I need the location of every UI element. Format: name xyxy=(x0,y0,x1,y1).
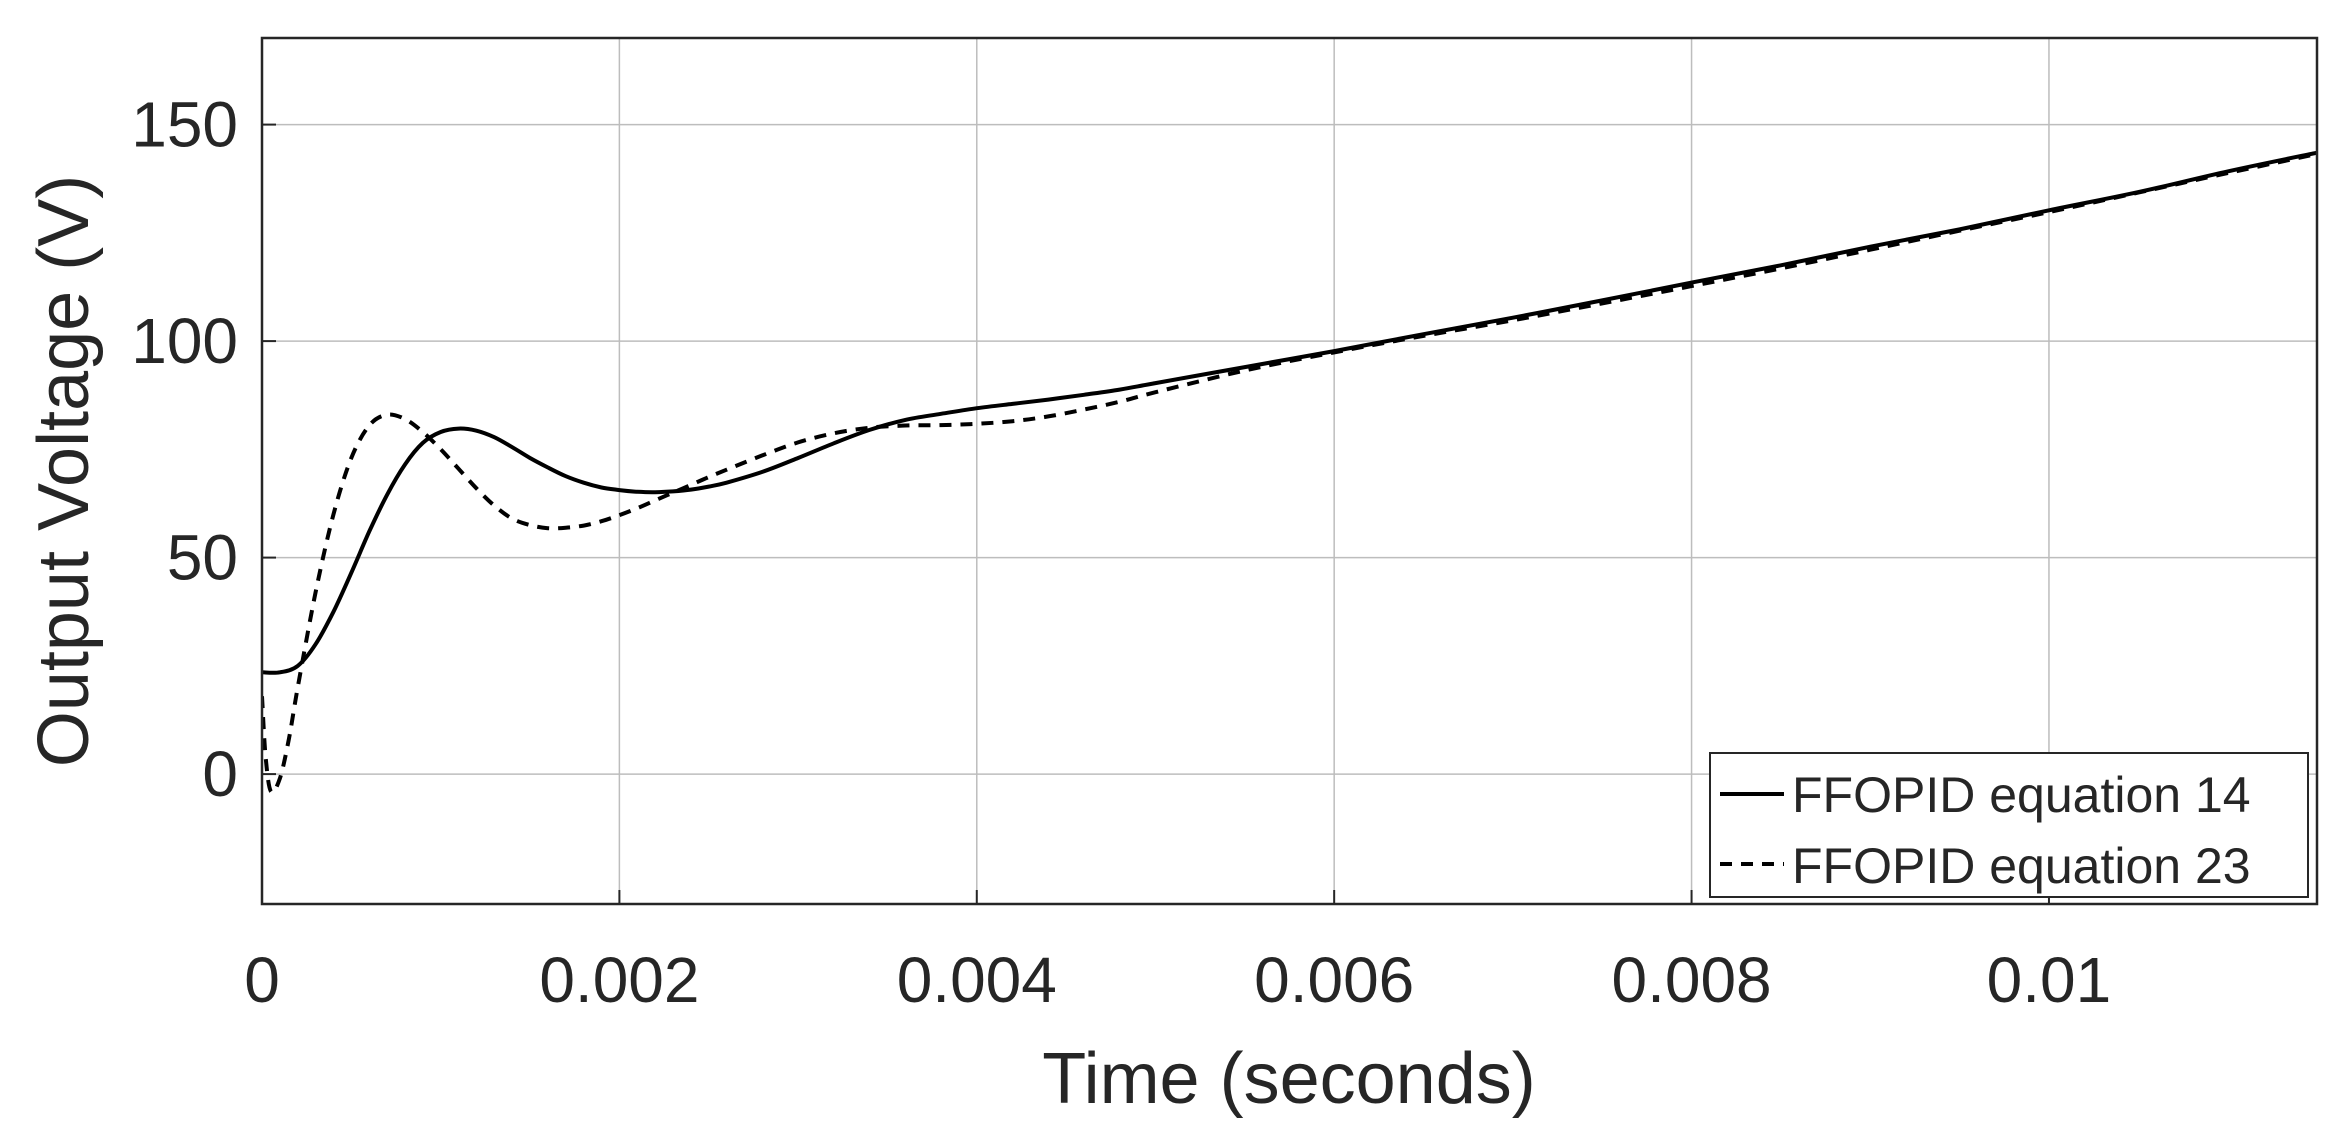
series-line-dashed xyxy=(262,152,2317,795)
x-axis-label: Time (seconds) xyxy=(1042,1039,1535,1119)
x-tick-label: 0 xyxy=(244,944,280,1016)
y-tick-label: 100 xyxy=(131,305,238,377)
x-tick-label: 0.006 xyxy=(1254,944,1414,1016)
legend-box xyxy=(1709,752,2309,898)
legend: FFOPID equation 14 FFOPID equation 23 xyxy=(1709,752,2309,898)
y-tick-label: 0 xyxy=(202,738,238,810)
x-tick-label: 0.004 xyxy=(897,944,1057,1016)
x-tick-label: 0.008 xyxy=(1611,944,1771,1016)
legend-entry-label: FFOPID equation 23 xyxy=(1792,838,2251,894)
x-tick-label: 0.002 xyxy=(539,944,699,1016)
x-tick-label: 0.01 xyxy=(1987,944,2112,1016)
x-axis-ticks: 0 0.002 0.004 0.006 0.008 0.01 xyxy=(244,890,2111,1016)
y-tick-label: 150 xyxy=(131,89,238,161)
series-layer xyxy=(262,150,2317,795)
y-axis-ticks: 0 50 100 150 xyxy=(131,89,276,810)
legend-entry-label: FFOPID equation 14 xyxy=(1792,767,2251,823)
y-axis-label: Output Voltage (V) xyxy=(24,175,104,767)
series-line-solid xyxy=(262,150,2317,675)
y-tick-label: 50 xyxy=(167,522,238,594)
axes-frame xyxy=(260,36,2319,906)
